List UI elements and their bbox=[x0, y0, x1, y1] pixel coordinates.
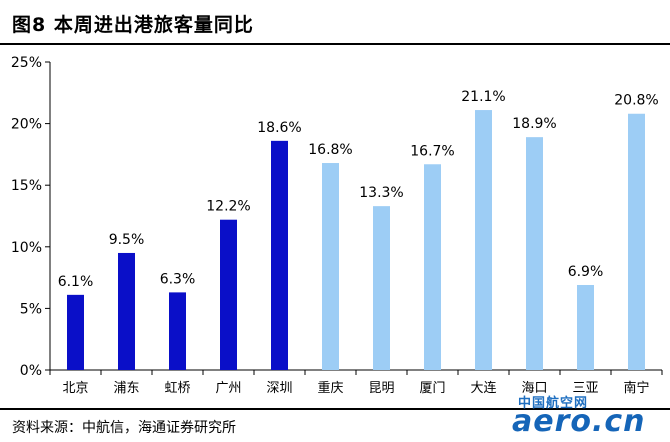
bar bbox=[373, 206, 390, 370]
bar-value-label: 18.9% bbox=[512, 116, 556, 132]
bar bbox=[475, 110, 492, 370]
figure-title: 图8 本周进出港旅客量同比 bbox=[12, 14, 254, 36]
bar bbox=[424, 164, 441, 370]
bar-value-label: 13.3% bbox=[359, 185, 403, 201]
x-category-label: 浦东 bbox=[113, 381, 139, 396]
x-category-label: 广州 bbox=[215, 381, 241, 396]
bar bbox=[271, 140, 288, 370]
bar bbox=[577, 284, 594, 370]
y-tick-label: 0% bbox=[20, 363, 42, 379]
bar bbox=[169, 292, 186, 370]
y-tick-label: 25% bbox=[11, 55, 42, 71]
y-tick-label: 5% bbox=[20, 301, 42, 317]
x-category-label: 南宁 bbox=[623, 380, 649, 396]
x-category-label: 昆明 bbox=[368, 381, 394, 396]
bar bbox=[220, 219, 237, 370]
x-category-label: 三亚 bbox=[572, 381, 598, 396]
bar bbox=[628, 113, 645, 370]
bar bbox=[118, 252, 135, 370]
bar-chart: 0% 5% 10% 15% 20% 25% 6.1% 北京 9.5% 浦东 6.3% 虹桥 12.2% 广… bbox=[11, 55, 663, 396]
y-tick-label: 10% bbox=[11, 240, 42, 256]
bar-value-label: 21.1% bbox=[461, 89, 505, 105]
x-category-label: 厦门 bbox=[419, 381, 445, 396]
watermark-cn-text: 中国航空网 bbox=[518, 396, 589, 411]
bar-value-label: 6.1% bbox=[58, 274, 94, 290]
x-category-label: 北京 bbox=[62, 381, 88, 396]
bar-value-label: 9.5% bbox=[109, 232, 145, 248]
bar bbox=[322, 163, 339, 370]
bar-value-label: 6.9% bbox=[568, 264, 604, 280]
bar-value-label: 6.3% bbox=[160, 271, 196, 287]
watermark-en-text: aero.cn bbox=[512, 404, 646, 439]
source-note: 资料来源：中航信，海通证券研究所 bbox=[12, 420, 236, 436]
x-category-label: 深圳 bbox=[266, 381, 292, 396]
header-rule bbox=[0, 43, 670, 45]
bar-value-label: 20.8% bbox=[614, 93, 658, 109]
bar-value-label: 18.6% bbox=[257, 120, 301, 136]
bar-value-label: 16.8% bbox=[308, 142, 352, 158]
footer-rule bbox=[0, 408, 670, 410]
y-tick-label: 20% bbox=[11, 117, 42, 133]
bar bbox=[67, 294, 84, 370]
x-category-label: 大连 bbox=[470, 380, 496, 396]
y-tick-label: 15% bbox=[11, 178, 42, 194]
aero-cn-watermark: 中国航空网 aero.cn bbox=[512, 392, 670, 442]
x-category-label: 海口 bbox=[521, 381, 547, 396]
x-category-label: 重庆 bbox=[317, 380, 343, 396]
x-category-label: 虹桥 bbox=[164, 381, 190, 396]
figure-header: 图8 本周进出港旅客量同比 bbox=[0, 0, 670, 44]
bar bbox=[526, 137, 543, 370]
bar-value-label: 16.7% bbox=[410, 143, 454, 159]
bar-value-label: 12.2% bbox=[206, 199, 250, 215]
